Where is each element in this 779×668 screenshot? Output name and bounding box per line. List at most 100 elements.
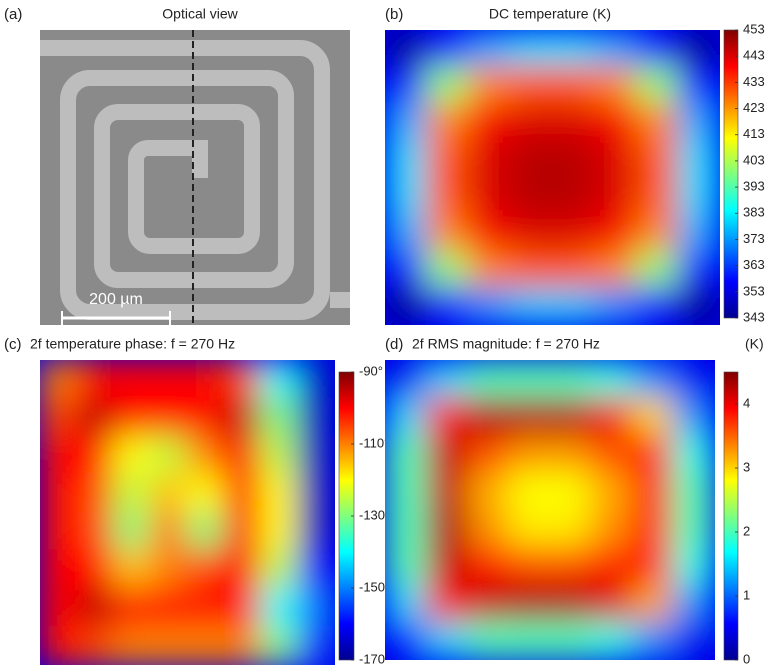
heatmap-cell	[593, 250, 637, 289]
heatmap-cell	[510, 250, 554, 289]
colorbar-tick-label: 343	[743, 309, 765, 324]
heatmap-panel: (b)DC temperature (K)4534434334234134033…	[384, 6, 765, 326]
heatmap-cell	[187, 626, 226, 666]
heatmap-cell	[426, 140, 470, 179]
heatmap-cell	[593, 29, 637, 68]
heatmap-cell	[673, 584, 716, 624]
heatmap-cell	[223, 435, 262, 475]
heatmap-cell	[76, 588, 115, 628]
heatmap-cell	[39, 473, 78, 513]
heatmap-cell	[426, 250, 470, 289]
heatmap-cell	[593, 103, 637, 142]
heatmap-cell	[150, 626, 189, 666]
heatmap-cell	[150, 359, 189, 399]
heatmap-cell	[260, 435, 299, 475]
colorbar-tick-label: 433	[743, 74, 765, 89]
heatmap-cell	[468, 29, 512, 68]
heatmap-cell	[426, 103, 470, 142]
heatmap-cell	[673, 359, 716, 399]
heatmap-cell	[508, 584, 551, 624]
heatmap-cell	[510, 213, 554, 252]
heatmap-cell	[510, 140, 554, 179]
heatmap-cell	[187, 473, 226, 513]
heatmap-cell	[384, 29, 428, 68]
heatmap-cell	[508, 547, 551, 587]
heatmap-cell	[632, 547, 675, 587]
heatmap-cell	[425, 434, 468, 474]
panel-label: (c)	[4, 336, 22, 353]
heatmap-cell	[113, 550, 152, 590]
heatmap-cell	[508, 397, 551, 437]
heatmap-cell	[635, 140, 679, 179]
heatmap-cell	[508, 359, 551, 399]
heatmap-cell	[677, 66, 721, 105]
heatmap-cell	[549, 547, 592, 587]
colorbar-tick-label: 0	[743, 651, 750, 666]
heatmap-cell	[468, 250, 512, 289]
heatmap-cells	[39, 359, 336, 666]
heatmap-cell	[297, 588, 336, 628]
heatmap-cell	[426, 213, 470, 252]
heatmap-cell	[425, 584, 468, 624]
heatmap-cell	[297, 397, 336, 437]
figure: (a) Optical view 200 µm (b)DC temperatur…	[0, 0, 779, 668]
panel-title: DC temperature (K)	[489, 6, 611, 22]
heatmap-cell	[297, 550, 336, 590]
heatmap-cell	[673, 397, 716, 437]
heatmap-cell	[467, 397, 510, 437]
heatmap-cell	[552, 66, 596, 105]
heatmap-cell	[39, 512, 78, 552]
heatmap-cell	[590, 584, 633, 624]
heatmap-cell	[39, 397, 78, 437]
heatmap-cell	[552, 140, 596, 179]
heatmap-cell	[187, 550, 226, 590]
colorbar-tick-label: 1	[743, 587, 750, 602]
heatmap-cell	[468, 213, 512, 252]
heatmap-cell	[384, 250, 428, 289]
heatmap-cell	[549, 622, 592, 662]
heatmap-cell	[260, 473, 299, 513]
heatmap-cell	[549, 509, 592, 549]
heatmap-cell	[76, 359, 115, 399]
heatmap-cell	[113, 512, 152, 552]
heatmap-cell	[590, 359, 633, 399]
heatmap-cell	[76, 550, 115, 590]
heatmap-cell	[260, 550, 299, 590]
heatmap-cell	[384, 509, 427, 549]
scale-bar-label: 200 µm	[89, 291, 143, 308]
heatmap-cell	[468, 66, 512, 105]
heatmap-cell	[76, 435, 115, 475]
heatmap-cell	[590, 622, 633, 662]
heatmap-panel: (d)2f RMS magnitude: f = 270 Hz(K)43210	[384, 336, 764, 667]
heatmap-cell	[467, 584, 510, 624]
heatmap-cell	[223, 550, 262, 590]
heatmap-cell	[260, 626, 299, 666]
heatmap-cell	[260, 397, 299, 437]
heatmap-cell	[673, 547, 716, 587]
heatmap-cell	[549, 434, 592, 474]
heatmap-blur	[39, 359, 336, 666]
heatmap-cell	[549, 359, 592, 399]
heatmap-cell	[187, 512, 226, 552]
heatmap-cell	[673, 509, 716, 549]
colorbar	[724, 372, 738, 660]
heatmap-cell	[632, 472, 675, 512]
heatmap-cell	[468, 177, 512, 216]
heatmap-cell	[39, 359, 78, 399]
heatmap-cell	[384, 140, 428, 179]
heatmap-cell	[76, 397, 115, 437]
heatmap-cell	[467, 547, 510, 587]
heatmap-cell	[468, 140, 512, 179]
heatmap-cell	[113, 435, 152, 475]
heatmap-cell	[632, 359, 675, 399]
heatmap-cell	[76, 473, 115, 513]
heatmap-cell	[552, 250, 596, 289]
heatmap-cell	[113, 397, 152, 437]
heatmap-cell	[150, 588, 189, 628]
colorbar-tick-label: 353	[743, 283, 765, 298]
heatmap-cell	[39, 435, 78, 475]
heatmap-cell	[677, 140, 721, 179]
heatmap-cell	[425, 509, 468, 549]
heatmap-cell	[510, 287, 554, 326]
heatmap-cell	[297, 359, 336, 399]
